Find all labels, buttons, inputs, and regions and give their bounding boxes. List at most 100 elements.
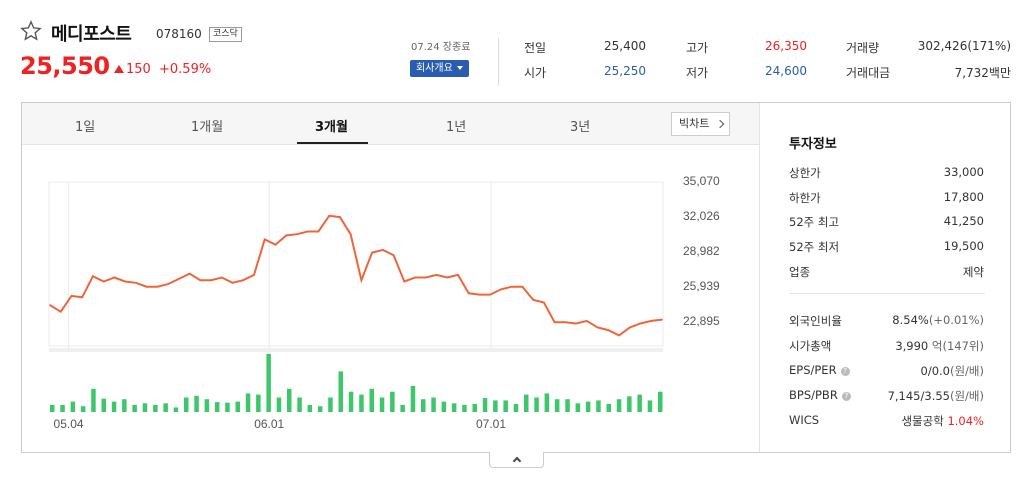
help-icon[interactable]: ? (841, 392, 851, 401)
price-point (564, 321, 567, 323)
volume-bar (266, 354, 271, 412)
volume-bar (421, 399, 426, 412)
volume-bar (307, 405, 313, 412)
price-point (263, 238, 266, 241)
company-overview-button[interactable]: 회사개요 (410, 60, 469, 77)
y-tick-label: 28,982 (683, 244, 720, 258)
volume-bar (565, 399, 570, 412)
volume-bar (91, 388, 96, 412)
price-point (371, 251, 373, 254)
tab-1day[interactable]: 1일 (75, 120, 96, 135)
prev-close-label: 전일 (524, 41, 547, 55)
price-point (242, 279, 245, 281)
volume-bar (297, 397, 302, 412)
sector-value[interactable]: 제약 (962, 265, 984, 279)
tab-3year[interactable]: 3년 (570, 120, 591, 135)
tab-1month[interactable]: 1개월 (191, 120, 224, 135)
company-overview-label: 회사개요 (416, 63, 453, 74)
volume-bar (163, 403, 168, 412)
eps-per-label: EPS/PER? (789, 363, 850, 377)
volume-bar (493, 400, 498, 412)
price-point (586, 320, 588, 322)
tab-1year[interactable]: 1년 (446, 120, 467, 135)
help-icon[interactable]: ? (840, 367, 850, 376)
high52-value: 41,250 (943, 214, 984, 228)
wics-sector[interactable]: 생물공학 (901, 414, 944, 428)
volume-bar (658, 391, 663, 412)
price-point (618, 334, 620, 337)
price-point (349, 233, 352, 235)
price-point (124, 280, 126, 283)
price-point (435, 274, 438, 276)
stock-name: 메디포스트 (51, 24, 132, 45)
price-point (478, 293, 481, 296)
price-point (102, 280, 105, 283)
price-point (339, 216, 341, 218)
market-cap-value: 3,990 억(147위) (895, 338, 984, 354)
volume-bar (122, 399, 127, 412)
price-point (392, 254, 395, 256)
volume-bar (132, 405, 137, 412)
eps-per-number: 0/0.0 (920, 364, 950, 378)
volume-bar (80, 406, 86, 412)
bps-pbr-number: 7,145/3.55 (887, 389, 950, 403)
volume-bar (400, 405, 405, 412)
turnover-label: 거래대금 (846, 66, 891, 80)
market-badge: 코스닥 (209, 27, 242, 42)
price-point (188, 272, 191, 275)
big-chart-button[interactable]: 빅차트 (671, 112, 730, 136)
price-point (221, 276, 223, 279)
volume-label: 거래량 (846, 41, 880, 55)
y-tick-label: 25,939 (683, 279, 720, 293)
price-point (414, 276, 416, 279)
expand-toggle[interactable] (489, 452, 544, 468)
stock-header: 메디포스트 078160 코스닥 25,550 150 +0.59% 07.24… (0, 0, 1033, 100)
price-point (446, 276, 449, 279)
volume-bar (585, 401, 591, 412)
volume-bar (379, 397, 385, 412)
volume-bar (328, 397, 333, 412)
volume-bar (276, 397, 282, 412)
price-point (489, 293, 492, 296)
price-point (135, 282, 137, 284)
wics-change: 1.04% (947, 414, 984, 428)
volume-bar (647, 400, 653, 412)
price-chart[interactable]: 35,070 32,026 28,982 25,939 22,895 05.04 06.01… (22, 146, 759, 452)
prev-close-value: 25,400 (604, 39, 646, 53)
volume-bar (348, 391, 354, 412)
high-label: 고가 (686, 41, 709, 55)
price-point (210, 279, 212, 281)
price-point (510, 285, 513, 288)
price-point (81, 296, 83, 299)
price-point (70, 295, 73, 297)
low52-value: 19,500 (943, 239, 984, 253)
volume-bar (101, 398, 106, 412)
price-change-value: 150 (126, 62, 151, 77)
volume-bar (503, 400, 508, 412)
big-chart-label: 빅차트 (679, 117, 710, 130)
bps-pbr-value: 7,145/3.55(원/배) (888, 388, 984, 404)
tab-3month[interactable]: 3개월 (315, 120, 348, 135)
price-point (156, 285, 159, 288)
volume-bar (214, 402, 220, 412)
price-point (532, 299, 534, 301)
volume-bar (390, 391, 395, 412)
volume-bar (482, 398, 488, 412)
price-point (49, 304, 51, 306)
market-close-date: 07.24 장종료 (411, 42, 471, 53)
price-point (178, 278, 180, 280)
stock-code: 078160 (156, 27, 202, 41)
volume-bar (606, 403, 611, 412)
low-label: 저가 (686, 66, 709, 80)
chevron-right-icon (715, 119, 725, 129)
volume-bar (256, 394, 261, 412)
volume-bar (70, 401, 76, 412)
period-tabs: 1일 1개월 3개월 1년 3년 빅차트 (22, 103, 759, 145)
market-cap-unit: 억(147위) (931, 339, 984, 353)
chart-panel: 1일 1개월 3개월 1년 3년 빅차트 35,070 32,026 28,982 2… (21, 102, 1011, 453)
x-tick-label: 05.04 (54, 417, 84, 431)
low-value: 24,600 (765, 64, 807, 78)
favorite-star-icon[interactable] (20, 20, 42, 42)
bps-pbr-label: BPS/PBR? (789, 388, 851, 402)
price-point (296, 233, 298, 235)
